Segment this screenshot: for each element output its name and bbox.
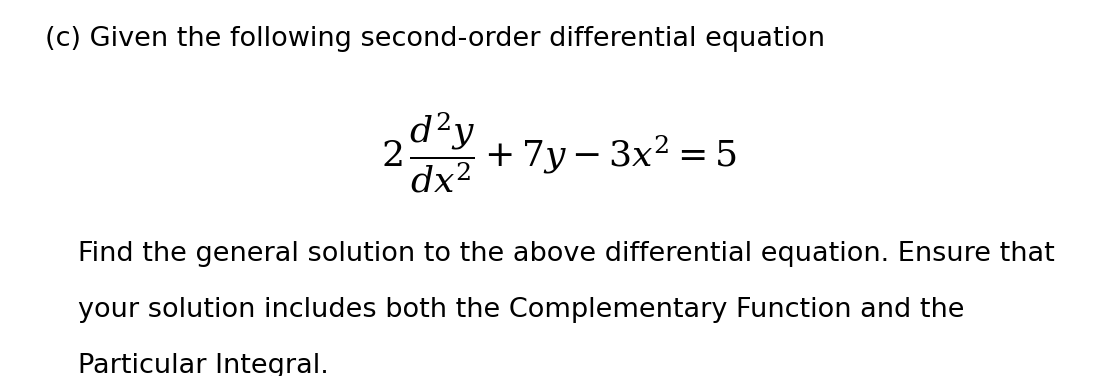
Text: Particular Integral.: Particular Integral. [78,353,329,376]
Text: (c) Given the following second-order differential equation: (c) Given the following second-order dif… [45,26,825,52]
Text: your solution includes both the Complementary Function and the: your solution includes both the Compleme… [78,297,965,323]
Text: Find the general solution to the above differential equation. Ensure that: Find the general solution to the above d… [78,241,1055,267]
Text: $2\,\dfrac{d^2y}{dx^2}+7y-3x^2=5$: $2\,\dfrac{d^2y}{dx^2}+7y-3x^2=5$ [381,110,737,195]
